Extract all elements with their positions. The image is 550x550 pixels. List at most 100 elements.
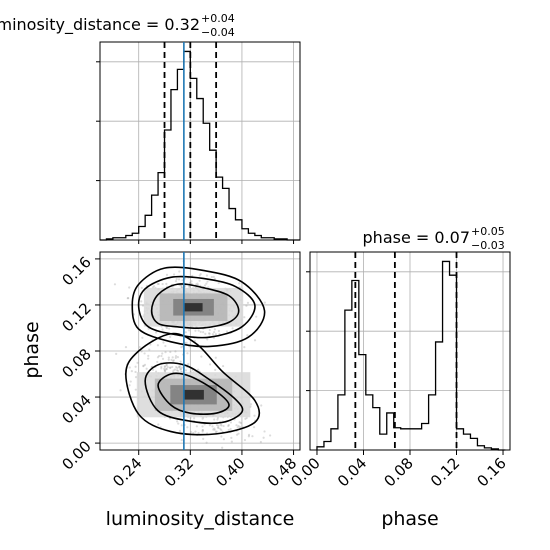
- scatter-point: [213, 428, 216, 431]
- scatter-point: [227, 423, 230, 427]
- scatter-point: [260, 404, 263, 407]
- scatter-point: [175, 369, 179, 372]
- scatter-point: [194, 283, 198, 286]
- scatter-point: [201, 429, 204, 432]
- scatter-point: [216, 426, 220, 429]
- title-phase-sup: +0.05: [471, 225, 505, 238]
- density-cell: [183, 389, 204, 400]
- scatter-point: [113, 283, 117, 286]
- scatter-point: [177, 422, 180, 425]
- scatter-point: [219, 423, 222, 426]
- scatter-point: [184, 331, 187, 334]
- scatter-point: [165, 282, 168, 285]
- scatter-point: [161, 328, 164, 331]
- scatter-point: [142, 364, 145, 367]
- x-tick-label: 0.24: [109, 454, 145, 490]
- grid: [310, 252, 510, 450]
- scatter-point: [259, 440, 262, 444]
- scatter-point: [180, 366, 184, 369]
- scatter-point: [163, 367, 166, 370]
- scatter-point: [230, 440, 233, 443]
- scatter-point: [222, 438, 225, 441]
- scatter-point: [163, 368, 166, 371]
- scatter-point: [227, 428, 230, 432]
- scatter-point: [195, 425, 198, 428]
- scatter-point: [128, 286, 131, 289]
- scatter-point: [165, 273, 169, 276]
- scatter-point: [140, 300, 143, 303]
- density-luminosity-distance-vs-phase: 0.24 0.32 0.40 0.480.000.040.080.120.16: [58, 251, 301, 490]
- y-tick-label: 0.08: [58, 345, 94, 381]
- scatter-point: [205, 274, 209, 277]
- scatter-point: [201, 425, 204, 428]
- title-phase-prefix: phase = 0.07: [363, 228, 470, 247]
- scatter-point: [201, 428, 204, 432]
- scatter-point: [177, 278, 181, 281]
- x-tick-label: 0.16: [474, 454, 510, 490]
- scatter-point: [236, 426, 239, 429]
- scatter-point: [164, 365, 167, 368]
- scatter-point: [187, 329, 190, 332]
- scatter-point: [205, 441, 208, 444]
- scatter-point: [177, 369, 180, 372]
- scatter-point: [148, 348, 151, 351]
- scatter-point: [128, 384, 131, 387]
- scatter-point: [173, 368, 177, 371]
- scatter-point: [165, 326, 168, 329]
- scatter-point: [115, 352, 118, 355]
- x-tick-label: 0.40: [212, 454, 248, 490]
- scatter-point: [129, 380, 132, 383]
- panel-frame: [99, 41, 301, 241]
- scatter-point: [161, 282, 164, 286]
- scatter-point: [243, 316, 246, 319]
- scatter-point: [206, 280, 209, 283]
- scatter-point: [221, 446, 224, 449]
- histogram-luminosity-distance: [96, 41, 301, 244]
- y-tick-label: 0.12: [58, 299, 94, 335]
- scatter-point: [187, 362, 190, 366]
- contour-line: [131, 266, 266, 348]
- scatter-point: [188, 285, 191, 289]
- scatter-point: [180, 346, 183, 349]
- title-phase-sub: −0.03: [471, 239, 505, 252]
- scatter-point: [169, 366, 172, 369]
- scatter-point: [176, 420, 179, 423]
- contour-line: [137, 275, 256, 339]
- scatter-point: [202, 437, 205, 440]
- scatter-point: [174, 350, 177, 353]
- scatter-point: [156, 356, 160, 359]
- x-tick-label: 0.32: [161, 454, 197, 490]
- scatter-point: [179, 368, 182, 371]
- scatter-point: [140, 286, 143, 289]
- scatter-point: [160, 367, 163, 370]
- scatter-point: [217, 426, 220, 430]
- scatter-point: [199, 330, 202, 333]
- scatter-point: [172, 273, 176, 276]
- scatter-point: [165, 364, 168, 367]
- scatter-point: [193, 339, 197, 342]
- scatter-point: [208, 332, 211, 335]
- title-ld-sub: −0.04: [201, 26, 235, 39]
- scatter-point: [220, 428, 223, 432]
- scatter-point: [167, 358, 170, 361]
- scatter-point: [127, 297, 130, 300]
- title-luminosity-distance: luminosity_distance = 0.32 +0.04 −0.04: [0, 12, 235, 39]
- scatter-point: [169, 366, 172, 369]
- scatter-point: [166, 366, 169, 369]
- scatter-point: [156, 344, 160, 347]
- scatter-point: [206, 338, 209, 341]
- scatter-point: [247, 433, 251, 436]
- scatter-point: [142, 365, 145, 368]
- scatter-point: [215, 430, 218, 433]
- scatter-point: [176, 366, 179, 370]
- y-tick-label: 0.00: [58, 437, 94, 473]
- scatter-point: [230, 436, 233, 439]
- scatter-point: [188, 282, 192, 285]
- scatter-point: [179, 360, 182, 363]
- scatter-point: [202, 331, 205, 334]
- scatter-point: [201, 430, 204, 433]
- scatter-point: [245, 416, 248, 420]
- scatter-point: [184, 369, 188, 372]
- scatter-point: [126, 297, 129, 300]
